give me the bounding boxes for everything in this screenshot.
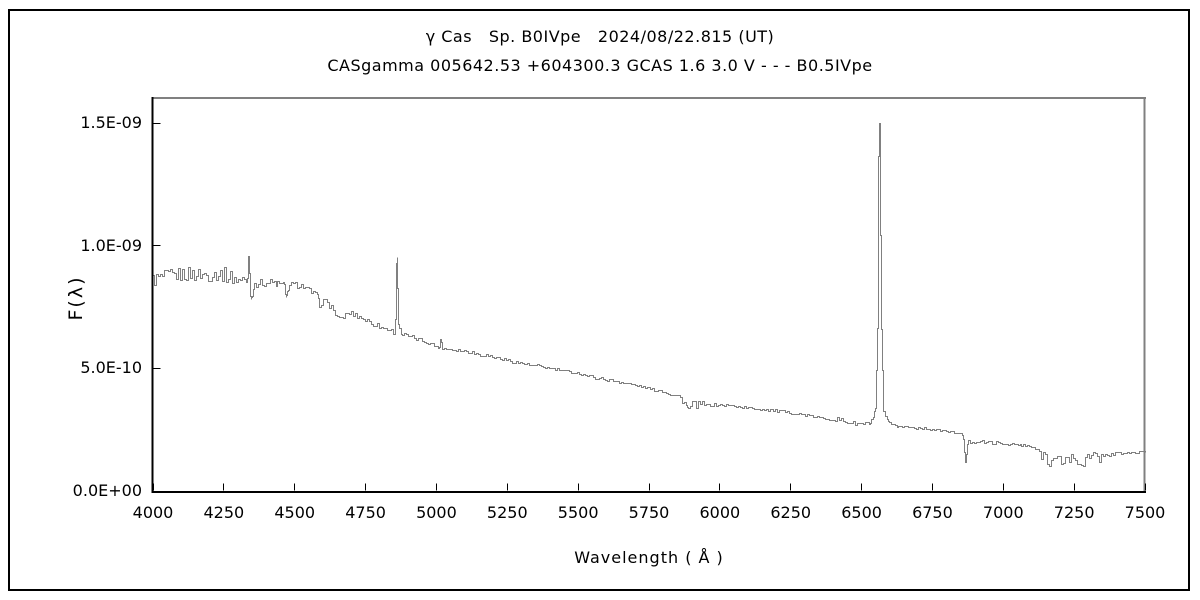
spectrum-subtitle: CASgamma 005642.53 +604300.3 GCAS 1.6 3.… [327, 56, 873, 75]
spectrum-title: γ Cas Sp. B0IVpe 2024/08/22.815 (UT) [425, 27, 775, 46]
x-tick-label: 5500 [557, 503, 599, 522]
x-tick-label: 4000 [132, 503, 174, 522]
x-tick-label: 4250 [203, 503, 245, 522]
x-tick-label: 5250 [486, 503, 528, 522]
y-tick-label: 5.0E-10 [80, 358, 142, 378]
x-tick-label: 6750 [912, 503, 953, 522]
x-tick-label: 6500 [841, 503, 882, 522]
x-tick-label: 4500 [274, 503, 316, 522]
y-tick-label: 1.0E-09 [80, 235, 142, 255]
y-tick-label: 0.0E+00 [72, 481, 142, 500]
spectrum-line [153, 123, 1146, 467]
x-tick-label: 6000 [699, 503, 741, 522]
x-axis-title: Wavelength ( Å ) [574, 548, 724, 567]
x-tick-label: 6250 [770, 503, 812, 522]
x-tick-label: 7250 [1053, 503, 1095, 522]
y-tick-label: 1.5E-09 [80, 113, 142, 132]
x-tick-label: 4750 [345, 503, 386, 522]
y-axis-title: F(λ) [65, 275, 87, 321]
x-tick-label: 7500 [1124, 503, 1166, 522]
x-tick-label: 7000 [982, 503, 1024, 522]
x-tick-label: 5750 [628, 503, 670, 522]
x-tick-label: 5000 [416, 503, 457, 522]
image-border [8, 9, 1190, 591]
